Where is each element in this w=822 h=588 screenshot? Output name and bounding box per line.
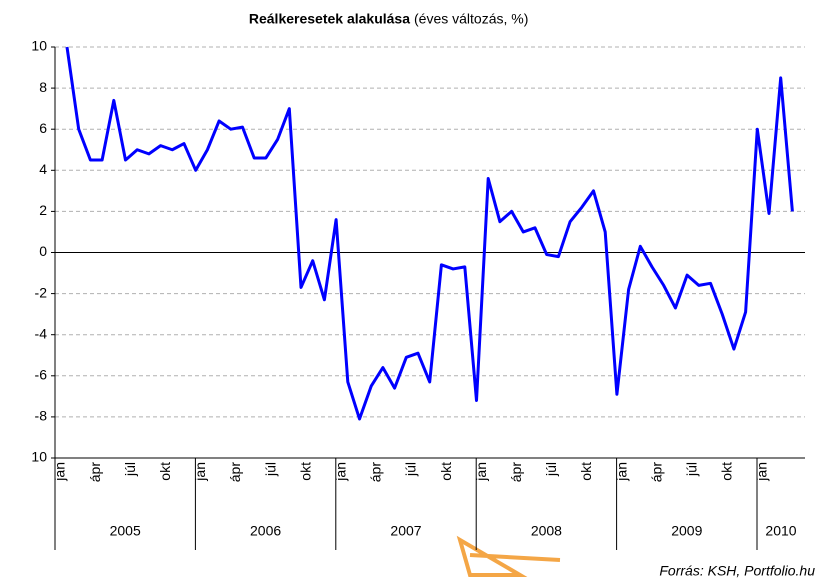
x-tick-label: ápr xyxy=(87,462,103,483)
x-tick-label: okt xyxy=(157,462,173,481)
watermark xyxy=(456,535,561,577)
y-tick-label: 10 xyxy=(31,449,47,465)
y-tick-label: 6 xyxy=(39,120,47,136)
year-label: 2010 xyxy=(765,523,796,539)
x-tick-label: okt xyxy=(578,462,594,481)
y-tick-label: 0 xyxy=(39,243,47,259)
year-label: 2005 xyxy=(110,523,141,539)
x-tick-label: júl xyxy=(543,462,559,477)
x-tick-label: jan xyxy=(52,462,68,482)
x-tick-label: ápr xyxy=(368,462,384,483)
x-tick-label: ápr xyxy=(508,462,524,483)
x-tick-label: jan xyxy=(613,462,629,482)
year-label: 2006 xyxy=(250,523,281,539)
y-tick-label: -6 xyxy=(35,367,48,383)
source: Forrás: KSH, Portfolio.hu xyxy=(659,563,815,579)
y-tick-label: 2 xyxy=(39,202,47,218)
x-tick-label: jan xyxy=(754,462,770,482)
y-tick-label: 8 xyxy=(39,79,47,95)
y-tick-label: -2 xyxy=(35,284,48,300)
year-label: 2008 xyxy=(531,523,562,539)
x-tick-label: ápr xyxy=(227,462,243,483)
x-tick-label: jan xyxy=(473,462,489,482)
x-tick-label: júl xyxy=(403,462,419,477)
chart-title: Reálkeresetek alakulása xyxy=(249,11,410,27)
y-tick-label: -8 xyxy=(35,408,48,424)
x-tick-label: okt xyxy=(719,462,735,481)
y-tick-label: 10 xyxy=(31,38,47,54)
chart-subtitle: (éves változás, %) xyxy=(414,11,528,27)
x-tick-label: júl xyxy=(122,462,138,477)
x-tick-label: júl xyxy=(262,462,278,477)
line-series xyxy=(65,46,794,421)
x-tick-label: jan xyxy=(333,462,349,482)
x-tick-label: jan xyxy=(192,462,208,482)
year-label: 2007 xyxy=(390,523,421,539)
y-tick-label: 4 xyxy=(39,161,47,177)
x-tick-label: okt xyxy=(438,462,454,481)
x-tick-label: júl xyxy=(684,462,700,477)
x-tick-label: okt xyxy=(297,462,313,481)
year-label: 2009 xyxy=(671,523,702,539)
y-tick-label: -4 xyxy=(35,325,48,341)
x-tick-label: ápr xyxy=(648,462,664,483)
